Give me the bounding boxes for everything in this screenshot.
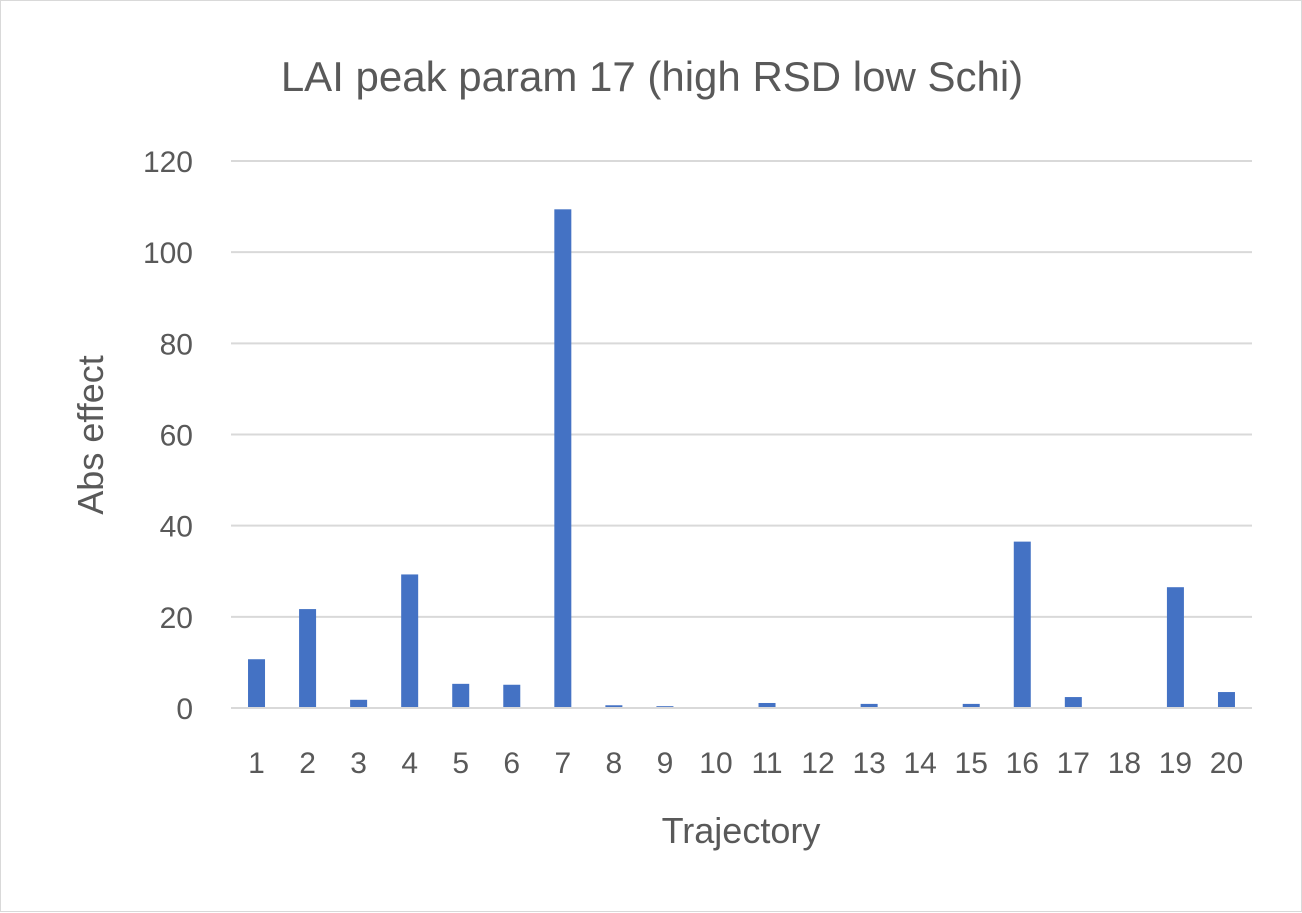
- x-tick-label: 6: [503, 747, 520, 780]
- y-tick-label: 60: [160, 420, 193, 453]
- y-tick-label: 80: [160, 328, 193, 361]
- bar: [1217, 692, 1235, 708]
- bar: [554, 209, 572, 708]
- x-tick-label: 15: [955, 747, 988, 780]
- bars: [248, 209, 1235, 708]
- bar: [1166, 587, 1184, 708]
- x-tick-label: 5: [452, 747, 469, 780]
- y-axis-title: Abs effect: [70, 355, 111, 514]
- bar: [962, 703, 980, 708]
- x-tick-label: 16: [1006, 747, 1039, 780]
- bar: [401, 574, 419, 708]
- x-tick-label: 9: [657, 747, 674, 780]
- x-tick-label: 13: [852, 747, 885, 780]
- x-tick-label: 10: [699, 747, 732, 780]
- bar: [452, 683, 470, 708]
- y-tick-label: 100: [143, 237, 193, 270]
- y-tick-label: 20: [160, 602, 193, 635]
- x-tick-label: 7: [554, 747, 571, 780]
- bar: [758, 702, 776, 708]
- y-tick-label: 0: [176, 693, 193, 726]
- bar: [1013, 541, 1031, 708]
- x-axis-ticks: 1 2 3 4 5 6 7 8 9 10 11 12 13 14 15 16 17 18 19 20: [248, 747, 1243, 780]
- x-tick-label: 19: [1159, 747, 1192, 780]
- x-tick-label: 14: [903, 747, 936, 780]
- y-axis-ticks: 0 20 40 60 80 100 120: [143, 146, 193, 726]
- x-tick-label: 20: [1210, 747, 1243, 780]
- bar: [503, 684, 521, 708]
- bar: [860, 703, 878, 708]
- x-tick-label: 1: [248, 747, 265, 780]
- x-tick-label: 3: [350, 747, 367, 780]
- x-tick-label: 8: [606, 747, 623, 780]
- chart-title: LAI peak param 17 (high RSD low Schi): [281, 53, 1023, 100]
- bar: [350, 699, 368, 708]
- bar: [1064, 697, 1082, 708]
- bar: [248, 659, 266, 708]
- y-tick-label: 120: [143, 146, 193, 179]
- x-tick-label: 17: [1057, 747, 1090, 780]
- x-tick-label: 12: [801, 747, 834, 780]
- x-tick-label: 2: [299, 747, 316, 780]
- y-tick-label: 40: [160, 511, 193, 544]
- x-tick-label: 4: [401, 747, 418, 780]
- x-tick-label: 11: [751, 747, 782, 780]
- gridlines: [231, 160, 1252, 618]
- x-tick-label: 18: [1108, 747, 1141, 780]
- bar: [605, 705, 623, 708]
- bar: [299, 609, 317, 708]
- x-axis-title: Trajectory: [662, 810, 821, 851]
